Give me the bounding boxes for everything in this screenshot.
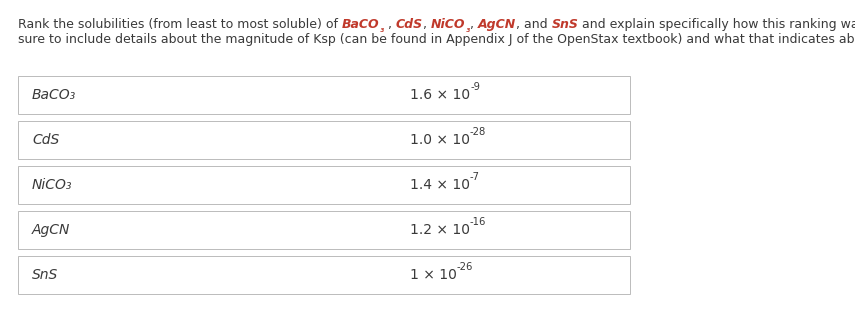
Text: ₃: ₃ xyxy=(465,24,469,33)
Text: AgCN: AgCN xyxy=(32,223,70,237)
Text: -9: -9 xyxy=(470,82,481,92)
Text: AgCN: AgCN xyxy=(477,18,516,31)
Text: NiCO: NiCO xyxy=(431,18,465,31)
Text: SnS: SnS xyxy=(32,268,58,282)
Bar xyxy=(18,121,630,159)
Text: , and: , and xyxy=(516,18,551,31)
Text: 1.0 × 10: 1.0 × 10 xyxy=(410,133,470,147)
Text: ,: , xyxy=(469,18,477,31)
Text: -16: -16 xyxy=(470,217,486,227)
Bar xyxy=(18,76,630,114)
Text: 1.4 × 10: 1.4 × 10 xyxy=(410,178,470,192)
Text: BaCO₃: BaCO₃ xyxy=(32,88,76,102)
Bar xyxy=(18,211,630,249)
Text: -28: -28 xyxy=(470,127,486,137)
Text: -26: -26 xyxy=(457,262,474,272)
Text: ,: , xyxy=(423,18,431,31)
Text: BaCO: BaCO xyxy=(342,18,380,31)
Text: CdS: CdS xyxy=(396,18,423,31)
Text: Rank the solubilities (from least to most soluble) of: Rank the solubilities (from least to mos… xyxy=(18,18,342,31)
Text: 1.6 × 10: 1.6 × 10 xyxy=(410,88,470,102)
Bar xyxy=(18,166,630,204)
Bar xyxy=(18,256,630,294)
Text: CdS: CdS xyxy=(32,133,59,147)
Text: SnS: SnS xyxy=(551,18,578,31)
Text: -7: -7 xyxy=(470,172,480,182)
Text: ,: , xyxy=(384,18,396,31)
Text: and explain specifically how this ranking was determined. Make: and explain specifically how this rankin… xyxy=(578,18,855,31)
Text: NiCO₃: NiCO₃ xyxy=(32,178,73,192)
Text: 1 × 10: 1 × 10 xyxy=(410,268,457,282)
Text: ₃: ₃ xyxy=(380,24,384,33)
Text: 1.2 × 10: 1.2 × 10 xyxy=(410,223,470,237)
Text: sure to include details about the magnitude of Ksp (can be found in Appendix J o: sure to include details about the magnit… xyxy=(18,33,855,46)
